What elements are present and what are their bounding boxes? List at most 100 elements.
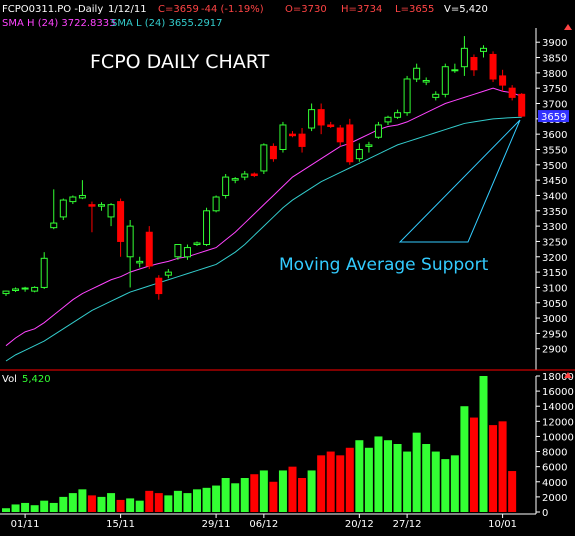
candle <box>231 177 239 184</box>
price-tick-label: 3050 <box>542 299 567 310</box>
volume-bar <box>68 493 77 512</box>
volume-bar <box>116 499 125 512</box>
volume-bar <box>212 485 221 512</box>
candle <box>136 256 144 268</box>
candle-body <box>260 144 268 172</box>
volume-pane-marker-icon <box>564 372 572 378</box>
volume-bar <box>288 466 297 512</box>
candle-body <box>126 225 134 258</box>
candle-body <box>183 247 191 258</box>
volume-bar <box>40 500 49 512</box>
volume-bar <box>479 376 488 512</box>
time-tick-label: 15/11 <box>106 519 135 530</box>
price-tick-label: 3250 <box>542 237 567 248</box>
volume-bar <box>173 490 182 512</box>
volume-bar <box>30 505 39 512</box>
candle <box>269 143 277 162</box>
candle <box>518 93 526 118</box>
candle <box>40 252 48 289</box>
candle-body <box>432 93 440 98</box>
candle-body <box>69 196 77 203</box>
candle-body <box>136 260 144 264</box>
candle <box>336 124 344 147</box>
sma-low-line <box>5 116 522 362</box>
candle-body <box>480 47 487 52</box>
candle <box>183 244 191 260</box>
volume-tick-label: 10000 <box>542 432 574 443</box>
candle-body <box>21 287 29 290</box>
candle <box>403 75 411 116</box>
candle-body <box>59 199 67 218</box>
sma-l-label: SMA L (24) 3655.2917 <box>111 18 223 29</box>
price-tick-label: 3100 <box>542 283 567 294</box>
volume-bar <box>240 478 249 512</box>
candle-body <box>12 288 20 291</box>
candle-body <box>374 124 382 138</box>
volume-bar <box>298 478 307 512</box>
low-label: L=3655 <box>395 4 434 15</box>
price-tick-label: 3800 <box>542 69 567 80</box>
price-tick-label: 3300 <box>542 222 567 233</box>
volume-bar <box>250 474 259 512</box>
volume-bar <box>460 406 469 512</box>
volume-bar <box>221 478 230 512</box>
volume-bar <box>317 455 326 512</box>
candle-body <box>518 93 526 117</box>
volume-bar <box>403 451 412 512</box>
volume-tick-label: 4000 <box>542 478 567 489</box>
volume-bar <box>326 451 335 512</box>
candle <box>317 103 325 135</box>
volume-header-label: V=5,420 <box>444 4 488 15</box>
volume-bar <box>384 440 392 512</box>
candle-body <box>308 109 316 129</box>
candle <box>164 269 172 279</box>
candle-body <box>78 194 86 199</box>
volume-bar <box>498 421 507 512</box>
price-tick-label: 3350 <box>542 207 567 218</box>
time-tick-label: 27/12 <box>393 519 422 530</box>
candle <box>441 63 449 98</box>
volume-bar <box>78 489 87 512</box>
candle-body <box>422 80 430 83</box>
price-tick-label: 3150 <box>542 268 567 279</box>
volume-bar <box>59 496 68 512</box>
volume-bar <box>431 451 440 512</box>
volume-bar <box>412 432 421 512</box>
price-tick-label: 3750 <box>542 84 567 95</box>
open-label: O=3730 <box>285 4 327 15</box>
candle <box>174 244 182 260</box>
price-tick-label: 3700 <box>542 100 567 111</box>
volume-bar <box>393 444 402 512</box>
candle-body <box>365 144 373 147</box>
candle <box>489 51 497 83</box>
candle-body <box>336 127 344 143</box>
volume-bar <box>469 417 478 512</box>
chart-title: FCPO DAILY CHART <box>90 51 270 73</box>
candle-body <box>250 173 258 177</box>
price-tick-label: 3400 <box>542 191 567 202</box>
candle <box>470 54 478 76</box>
volume-tick-label: 16000 <box>542 387 574 398</box>
candle <box>394 109 402 119</box>
candle <box>98 202 105 211</box>
volume-bar <box>307 470 316 512</box>
volume-tick-label: 18000 <box>542 372 574 383</box>
candle-body <box>289 133 296 137</box>
candle-body <box>269 145 277 160</box>
candle-body <box>164 271 172 276</box>
candle <box>451 63 459 73</box>
sma-h-label: SMA H (24) 3722.8333 <box>2 18 115 29</box>
change-label: -44 (-1.19%) <box>201 4 264 15</box>
candle-body <box>222 176 230 196</box>
candle-body <box>107 204 115 218</box>
candle-body <box>98 204 105 207</box>
candle <box>2 290 10 297</box>
candle <box>346 118 354 165</box>
volume-bar <box>97 496 106 512</box>
time-tick-label: 20/12 <box>345 519 374 530</box>
candle <box>508 85 516 101</box>
price-pane-marker-icon <box>564 24 572 30</box>
volume-bar <box>135 500 144 512</box>
date-label: 1/12/11 <box>108 4 147 15</box>
